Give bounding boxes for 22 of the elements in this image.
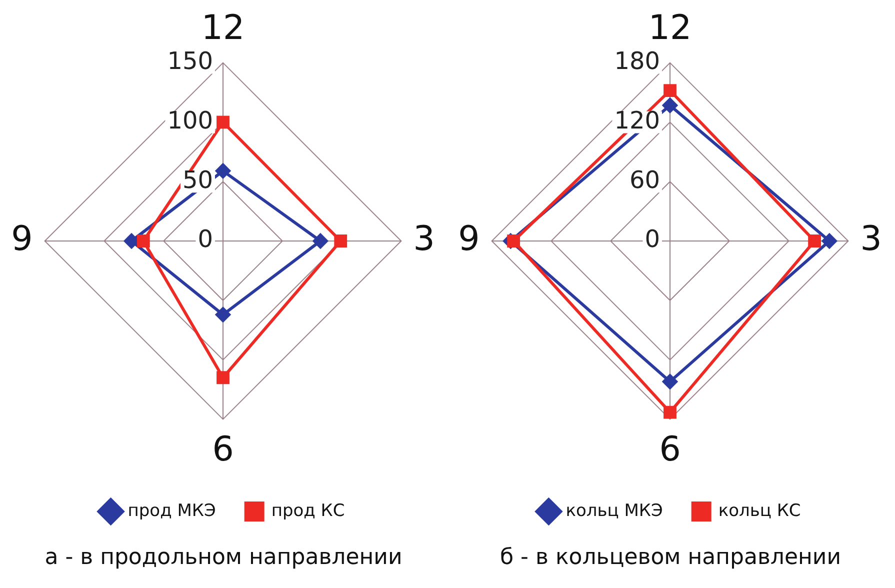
text: б - в кольцевом направлении (499, 545, 842, 570)
y-tick-label: 100 (167, 106, 213, 134)
y-tick-label: 180 (614, 47, 660, 76)
y-tick-label: 0 (644, 225, 660, 254)
y-tick-label: 60 (629, 166, 660, 194)
spoke-label: 12 (201, 8, 245, 48)
text: а - в продольном направлении (44, 545, 404, 570)
spoke-label: 12 (648, 8, 692, 48)
y-tick-label: 0 (198, 225, 213, 254)
legend-label: кольц КС (718, 500, 801, 521)
spoke-label: 6 (212, 429, 234, 470)
y-tick-label: 150 (167, 47, 213, 76)
y-tick-label: 120 (614, 106, 660, 134)
spoke-label: 3 (860, 218, 882, 259)
y-tick-label: 50 (182, 166, 213, 194)
spoke-label: 6 (659, 429, 681, 470)
spoke-label: 3 (413, 218, 435, 259)
legend-label: прод КС (271, 500, 345, 521)
legend-label: кольц МКЭ (566, 500, 663, 521)
legend-label: прод МКЭ (128, 500, 216, 521)
spoke-label: 9 (11, 218, 33, 259)
spoke-label: 9 (458, 218, 480, 259)
